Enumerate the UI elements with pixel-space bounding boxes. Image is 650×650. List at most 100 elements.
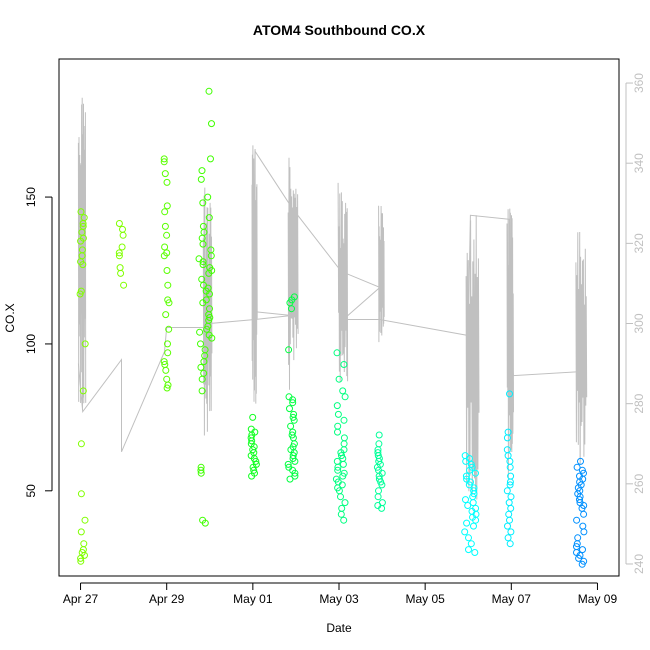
data-point-3-5	[204, 193, 212, 201]
data-point-8-23	[463, 519, 471, 527]
data-point-7-1	[375, 440, 383, 448]
data-point-6-6	[334, 410, 342, 418]
data-point-2-11	[163, 267, 171, 274]
left-y-axis: 50 100 150	[24, 187, 53, 498]
data-point-6-0	[333, 349, 341, 357]
data-point-0-19	[80, 540, 88, 548]
data-point-0-15	[77, 440, 85, 448]
data-point-9-5	[506, 457, 514, 465]
data-point-6-18	[334, 463, 342, 471]
data-point-10-17	[573, 516, 581, 524]
data-point-3-42	[198, 375, 206, 383]
data-point-4-0	[249, 413, 257, 421]
data-point-6-21	[339, 472, 347, 480]
data-point-8-28	[465, 546, 472, 554]
data-point-5-12	[287, 422, 295, 430]
y-tick-label-2: 150	[24, 187, 38, 207]
data-point-2-18	[164, 349, 172, 357]
y-tick-label-0: 50	[24, 484, 38, 498]
x-tick-label-6: May 09	[578, 592, 618, 606]
data-point-10-16	[580, 510, 588, 518]
data-point-10-28	[578, 560, 586, 568]
data-point-1-7	[117, 269, 125, 277]
data-point-7-8	[373, 463, 381, 471]
data-point-3-1	[208, 120, 215, 128]
data-point-5-11	[290, 416, 298, 424]
data-point-8-5	[466, 466, 473, 474]
data-point-3-48	[201, 519, 209, 527]
data-point-9-17	[507, 528, 515, 536]
right-y-axis: 240 260 280 300 320 340 360	[625, 73, 646, 574]
data-point-3-7	[205, 214, 213, 222]
data-point-2-3	[163, 178, 171, 186]
y2-tick-label-0: 240	[632, 554, 646, 574]
data-point-9-14	[505, 510, 513, 518]
x-tick-label-0: Apr 27	[63, 592, 99, 606]
data-point-3-4	[197, 175, 205, 183]
data-point-3-11	[199, 240, 207, 248]
x-tick-label-1: Apr 29	[149, 592, 185, 606]
data-point-9-3	[503, 446, 511, 454]
data-point-3-35	[208, 334, 216, 342]
data-point-2-24	[163, 384, 171, 392]
data-point-5-22	[291, 457, 299, 465]
y2-tick-label-4: 320	[632, 233, 646, 253]
data-point-3-33	[196, 328, 204, 336]
data-point-8-29	[471, 549, 479, 556]
data-point-2-16	[165, 325, 173, 333]
data-point-3-2	[207, 155, 214, 163]
data-point-8-16	[469, 499, 477, 507]
data-point-6-8	[334, 422, 342, 430]
data-point-2-6	[161, 222, 169, 230]
data-point-5-23	[284, 460, 292, 468]
data-point-3-45	[197, 466, 205, 474]
line-connector	[77, 149, 581, 464]
data-point-9-16	[504, 522, 511, 530]
data-point-6-27	[337, 493, 344, 501]
data-point-3-0	[205, 87, 213, 95]
scatter-point-layer	[76, 87, 588, 568]
data-point-6-19	[334, 466, 342, 474]
line-burst-4	[337, 182, 349, 383]
data-point-10-20	[574, 534, 582, 542]
data-point-5-26	[291, 469, 299, 477]
data-point-6-11	[340, 440, 348, 448]
y2-tick-label-3: 300	[632, 313, 646, 333]
x-axis: Apr 27 Apr 29 May 01 May 03 May 05 May 07 May …	[63, 582, 618, 606]
data-point-2-5	[161, 208, 169, 216]
data-point-10-23	[579, 546, 586, 554]
data-point-3-32	[203, 325, 211, 333]
data-point-6-4	[341, 393, 349, 401]
data-point-8-24	[470, 522, 477, 530]
data-point-9-19	[506, 540, 514, 548]
data-point-1-4	[115, 249, 123, 257]
line-burst-2	[251, 145, 258, 404]
line-burst-8	[575, 231, 588, 459]
data-point-8-27	[467, 540, 475, 548]
data-point-2-22	[163, 375, 171, 383]
x-tick-label-2: May 01	[233, 592, 273, 606]
data-point-8-25	[461, 528, 469, 536]
data-point-10-0	[577, 457, 584, 465]
data-point-2-4	[163, 202, 171, 210]
data-point-6-29	[338, 504, 346, 512]
data-point-8-2	[462, 457, 470, 465]
data-point-2-15	[162, 311, 170, 319]
data-point-8-22	[472, 516, 480, 524]
data-point-10-18	[579, 522, 587, 530]
data-point-7-16	[374, 493, 382, 501]
data-point-6-2	[335, 375, 343, 383]
data-point-6-10	[340, 434, 348, 442]
data-point-0-16	[77, 490, 85, 498]
data-point-8-0	[461, 452, 469, 460]
data-point-3-8	[199, 222, 207, 230]
data-point-0-24	[77, 557, 85, 565]
data-point-6-5	[333, 402, 341, 410]
data-point-3-24	[206, 290, 213, 298]
data-point-9-15	[506, 516, 513, 524]
data-point-9-11	[507, 493, 515, 501]
data-point-6-17	[339, 460, 347, 468]
data-point-5-7	[289, 399, 297, 407]
data-point-0-2	[79, 220, 87, 227]
